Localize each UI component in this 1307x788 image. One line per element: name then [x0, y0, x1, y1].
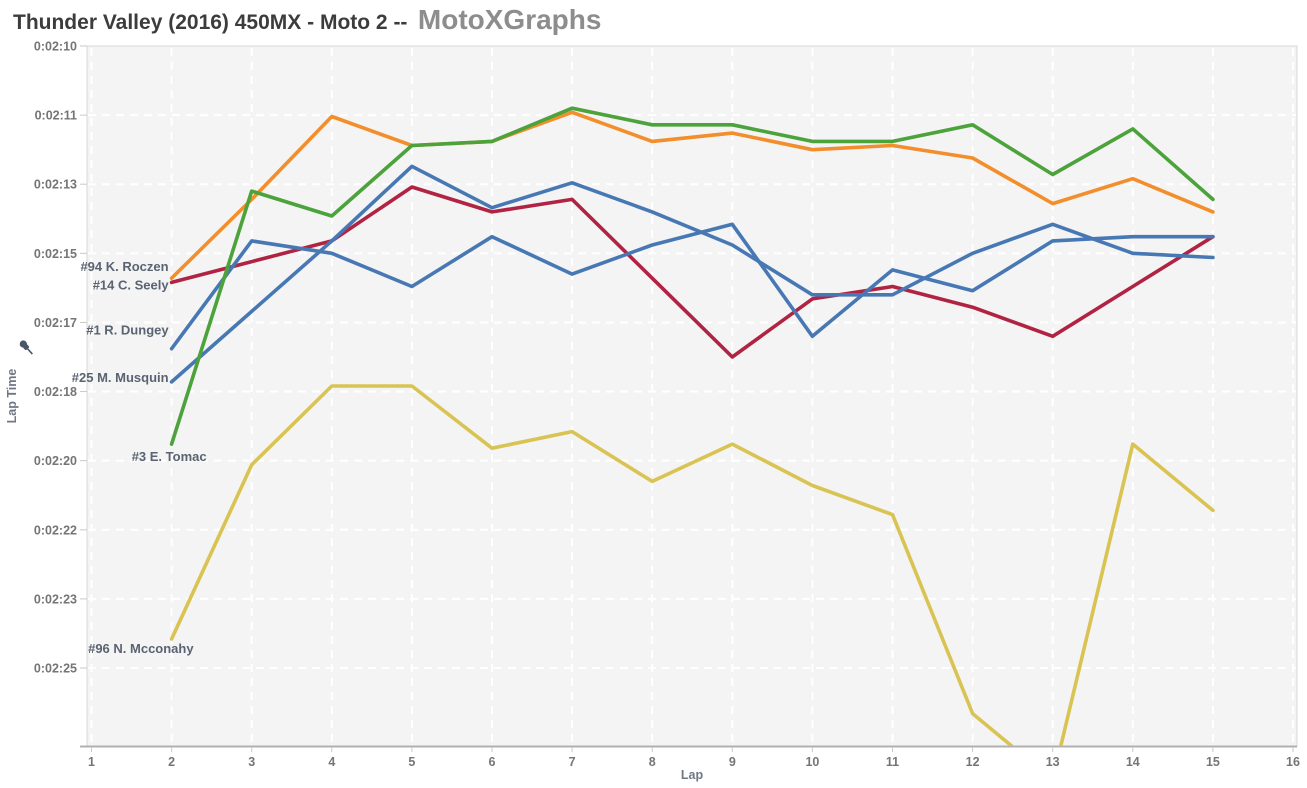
- x-tick-label: 8: [649, 755, 656, 769]
- series-lines: [169, 106, 1215, 780]
- x-tick-label: 11: [886, 755, 899, 769]
- brand-title-text: MotoXGraphs: [417, 4, 602, 35]
- series-line-e-tomac[interactable]: [169, 106, 1215, 446]
- x-axis-title: Lap: [681, 768, 704, 782]
- series-line-c-seely[interactable]: [169, 185, 1215, 359]
- y-tick-label: 0:02:23: [34, 592, 77, 606]
- plot-borders: [80, 45, 1298, 748]
- y-tick-label: 0:02:25: [34, 662, 77, 676]
- y-tick-label: 0:02:15: [34, 247, 77, 261]
- x-tick-label: 1: [88, 755, 95, 769]
- series-line-k-roczen[interactable]: [169, 110, 1215, 281]
- rider-label-n-mcconahy[interactable]: #96 N. Mcconahy: [88, 641, 194, 656]
- series-line-r-dungey[interactable]: [169, 222, 1215, 351]
- y-tick-label: 0:02:20: [34, 454, 77, 468]
- y-axis-ticks: 0:02:10 0:02:11 0:02:13 0:02:15 0:02:17 0:02:…: [34, 40, 87, 676]
- x-tick-label: 6: [489, 755, 496, 769]
- rider-label-c-seely[interactable]: #14 C. Seely: [93, 277, 170, 292]
- rider-label-m-musquin[interactable]: #25 M. Musquin: [72, 370, 169, 385]
- rider-label-k-roczen[interactable]: #94 K. Roczen: [80, 259, 168, 274]
- y-tick-label: 0:02:11: [35, 109, 77, 123]
- y-tick-label: 0:02:13: [34, 178, 77, 192]
- x-tick-label: 2: [168, 755, 175, 769]
- rider-label-e-tomac[interactable]: #3 E. Tomac: [132, 449, 207, 464]
- x-tick-label: 4: [328, 755, 335, 769]
- x-tick-label: 9: [729, 755, 736, 769]
- x-axis-ticks: 1 2 3 4 5 6 7 8 9 10 11 12 13 14 15 16: [88, 747, 1300, 769]
- plot-area: [87, 46, 1297, 746]
- y-tick-label: 0:02:22: [34, 523, 77, 537]
- x-tick-label: 10: [805, 755, 819, 769]
- y-tick-label: 0:02:17: [34, 316, 77, 330]
- pin-icon[interactable]: [18, 339, 35, 357]
- chart-title-text: Thunder Valley (2016) 450MX - Moto 2 --: [13, 11, 408, 34]
- rider-labels: #94 K. Roczen #14 C. Seely #1 R. Dungey #25…: [72, 259, 207, 656]
- x-tick-label: 3: [248, 755, 255, 769]
- series-line-m-musquin[interactable]: [169, 164, 1215, 384]
- x-tick-label: 5: [408, 755, 415, 769]
- x-tick-label: 7: [569, 755, 576, 769]
- y-tick-label: 0:02:18: [34, 385, 77, 399]
- x-tick-label: 12: [966, 755, 980, 769]
- chart-title: Thunder Valley (2016) 450MX - Moto 2 -- …: [13, 4, 601, 36]
- y-axis-title: Lap Time: [5, 369, 19, 424]
- x-tick-label: 16: [1286, 755, 1300, 769]
- x-tick-label: 15: [1206, 755, 1220, 769]
- series-line-n-mcconahy[interactable]: [169, 384, 1215, 780]
- gridlines: [88, 48, 1296, 744]
- rider-label-r-dungey[interactable]: #1 R. Dungey: [86, 323, 169, 338]
- y-tick-label: 0:02:10: [34, 40, 77, 54]
- x-tick-label: 14: [1126, 755, 1140, 769]
- x-tick-label: 13: [1046, 755, 1060, 769]
